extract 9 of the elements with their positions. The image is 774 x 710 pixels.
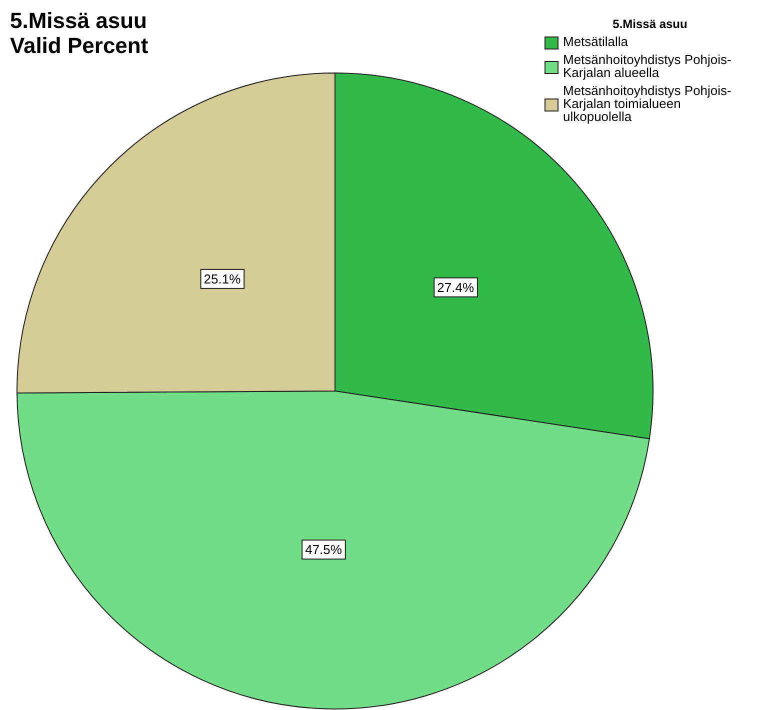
data-label: 25.1% [204, 271, 242, 286]
legend-label: Metsänhoitoyhdistys Pohjois-Karjalan toimialueen ulkopuolella [563, 83, 732, 124]
legend-label: Metsätilalla [563, 34, 629, 49]
legend-label: Metsänhoitoyhdistys Pohjois-Karjalan alueella [563, 52, 732, 80]
data-label: 27.4% [437, 280, 474, 295]
chart-subtitle: Valid Percent [10, 33, 149, 58]
legend-title: 5.Missä asuu [612, 17, 688, 31]
chart-title: 5.Missä asuu [10, 8, 147, 33]
data-label: 47.5% [305, 542, 342, 558]
